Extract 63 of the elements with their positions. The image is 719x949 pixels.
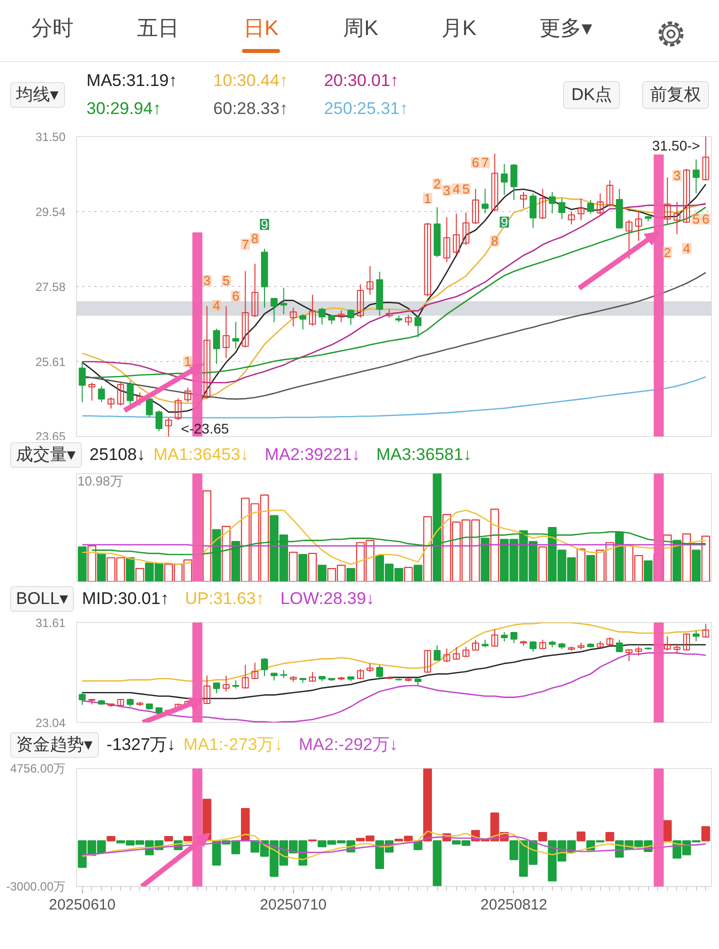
text: 五日 bbox=[136, 16, 179, 42]
annotation: 2 bbox=[434, 176, 441, 192]
text: DK点 bbox=[563, 80, 620, 110]
text: MA1:-273万↓ bbox=[184, 734, 283, 756]
y-tick-label: 29.54 bbox=[35, 204, 66, 219]
annotation: 2 bbox=[664, 244, 671, 260]
chart-subtitle: -1327万↓ bbox=[106, 734, 176, 756]
annotation: 6 bbox=[472, 154, 480, 170]
chart-title: BOLL▾ bbox=[10, 586, 74, 612]
text: 日K bbox=[242, 16, 280, 42]
annotation: 8 bbox=[251, 231, 259, 246]
y-tick-label: 25.61 bbox=[35, 355, 66, 370]
annotation: 5 bbox=[222, 273, 230, 288]
y-tick-label: 31.50 bbox=[35, 130, 66, 144]
y-tick-label: 31.61 bbox=[35, 616, 66, 630]
text: 20:30.01↑ bbox=[324, 70, 400, 92]
chart-title: 资金趋势▾ bbox=[10, 732, 99, 758]
text: 周K bbox=[343, 16, 378, 42]
text: LOW:28.39↓ bbox=[280, 588, 375, 610]
annotation: 6 bbox=[232, 288, 240, 304]
x-tick-label: 20250710 bbox=[260, 896, 327, 914]
annotation: 3 bbox=[673, 168, 681, 183]
text: MID:30.01↑ bbox=[82, 588, 169, 610]
annotation: 8 bbox=[491, 233, 498, 248]
annotation: 3 bbox=[443, 182, 450, 198]
text: 10:30.44↑ bbox=[213, 70, 288, 92]
text: 250:25.31↑ bbox=[324, 98, 408, 120]
annotation: 3 bbox=[203, 273, 211, 288]
text: MA5:31.19↑ bbox=[86, 70, 178, 92]
annotation: 7 bbox=[482, 154, 489, 170]
annotation: 4 bbox=[452, 181, 460, 196]
annotation: 9 bbox=[500, 214, 508, 230]
text: UP:31.63↑ bbox=[184, 588, 264, 610]
text: MA2:-292万↓ bbox=[298, 734, 398, 756]
chart-title: 均线▾ bbox=[10, 82, 65, 108]
annotation: 4 bbox=[682, 240, 690, 256]
annotation: 9 bbox=[260, 216, 268, 232]
text: MA1:36453↓ bbox=[153, 444, 249, 466]
annotation: 31.50-> bbox=[652, 138, 700, 154]
annotation: 6 bbox=[702, 212, 710, 227]
text: 60:28.33↑ bbox=[213, 98, 288, 120]
text: 30:29.94↑ bbox=[86, 98, 162, 120]
x-tick-label: 20250610 bbox=[48, 896, 116, 914]
text: 分时 bbox=[32, 16, 74, 42]
x-tick-label: 20250812 bbox=[480, 896, 548, 914]
annotation: 5 bbox=[462, 181, 470, 196]
text: 更多▾ bbox=[540, 16, 592, 42]
y-tick-label: 27.58 bbox=[35, 280, 66, 294]
chart-subtitle: 25108↓ bbox=[90, 444, 146, 466]
annotation: 10.98万 bbox=[77, 474, 124, 488]
text: MA2:39221↓ bbox=[264, 444, 360, 466]
chart-title: 成交量▾ bbox=[10, 442, 82, 468]
annotation: 4 bbox=[212, 298, 220, 313]
annotation: 1 bbox=[184, 354, 192, 370]
y-tick-label: 4756.00万 bbox=[10, 762, 66, 776]
text: 前复权 bbox=[642, 80, 709, 110]
annotation: 7 bbox=[242, 236, 249, 252]
text: MA3:36581↓ bbox=[376, 444, 472, 466]
annotation: 5 bbox=[692, 212, 700, 227]
text: 月K bbox=[441, 16, 476, 42]
y-tick-label: -3000.00万 bbox=[6, 880, 66, 894]
y-tick-label: 23.04 bbox=[35, 716, 66, 730]
annotation: 1 bbox=[424, 190, 432, 206]
